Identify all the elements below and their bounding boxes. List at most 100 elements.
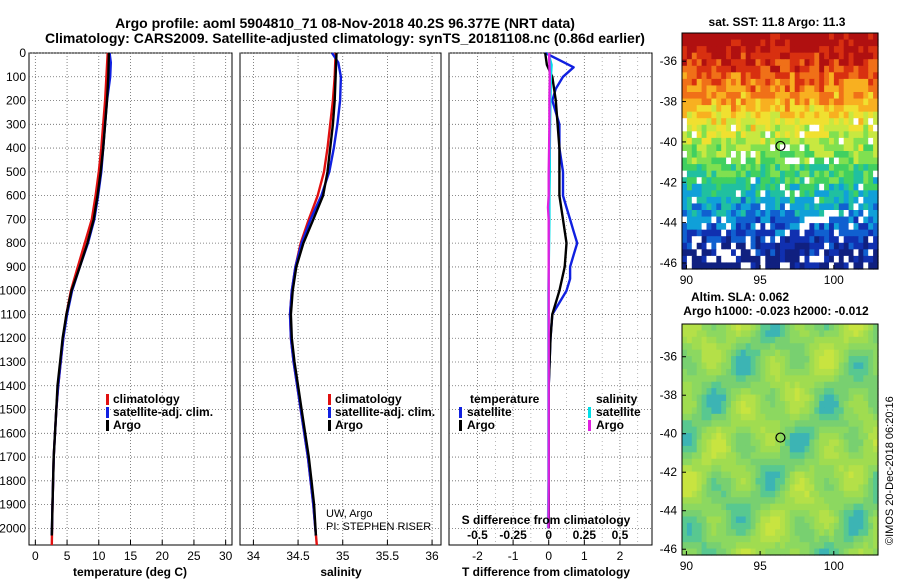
map-cell: [789, 124, 796, 132]
map-cell: [863, 433, 869, 441]
map-cell: [770, 262, 776, 270]
map-cell: [799, 262, 806, 270]
map-cell: [833, 242, 840, 250]
map-cell: [868, 52, 874, 60]
map-cell: [745, 407, 752, 415]
map-cell: [829, 503, 835, 511]
map-cell: [824, 262, 830, 270]
map-cell: [731, 33, 737, 41]
map-cell: [735, 157, 742, 165]
map-cell: [853, 33, 859, 41]
map-cell: [726, 255, 732, 264]
map-cell: [819, 210, 825, 218]
map-cell: [784, 510, 791, 518]
map-cell: [863, 381, 869, 389]
map-cell: [868, 471, 874, 479]
map-cell: [760, 183, 766, 191]
map-cell: [775, 223, 781, 231]
map-cell: [848, 144, 855, 152]
map-cell: [814, 33, 820, 41]
map-cell: [838, 433, 845, 441]
map-cell: [765, 452, 771, 460]
map-cell: [833, 216, 840, 224]
map-cell: [770, 229, 776, 237]
map-cell: [833, 46, 840, 54]
map-cell: [868, 349, 874, 357]
map-cell: [775, 535, 781, 543]
map-cell: [843, 144, 850, 152]
map-cell: [819, 249, 825, 257]
map-cell: [740, 394, 747, 402]
map-cell: [760, 529, 766, 537]
map-cell: [765, 394, 771, 402]
map-cell: [775, 170, 781, 178]
map-cell: [863, 111, 869, 119]
map-cell: [750, 242, 757, 250]
map-cell: [755, 458, 761, 466]
map-cell: [829, 229, 835, 237]
map-cell: [809, 471, 815, 479]
map-cell: [819, 401, 825, 409]
map-cell: [838, 262, 845, 270]
map-cell: [686, 151, 693, 159]
map-cell: [799, 388, 806, 396]
map-cell: [765, 52, 771, 60]
map-cell: [789, 59, 796, 67]
map-cell: [760, 503, 766, 511]
map-cell: [696, 503, 703, 511]
map-cell: [848, 183, 855, 191]
map-cell: [814, 157, 820, 165]
map-cell: [745, 92, 752, 100]
map-cell: [799, 413, 806, 421]
map-cell: [784, 210, 791, 218]
x-tick-label: 25: [187, 549, 201, 563]
map-cell: [824, 236, 830, 244]
map-cell: [819, 458, 825, 466]
map-cell: [721, 255, 727, 264]
map-cell: [780, 210, 786, 218]
map-cell: [770, 164, 776, 172]
map-cell: [853, 529, 859, 537]
legend-swatch-climatology: [106, 394, 109, 405]
map-cell: [696, 92, 703, 100]
map-cell: [784, 522, 791, 530]
map-cell: [873, 85, 879, 93]
map-cell: [770, 516, 776, 524]
map-y-tick-label: -40: [660, 135, 678, 149]
map-cell: [789, 388, 796, 396]
map-cell: [726, 203, 732, 211]
map-cell: [706, 164, 712, 172]
map-cell: [760, 78, 766, 87]
map-cell: [809, 255, 815, 264]
map-cell: [838, 324, 845, 332]
map-cell: [829, 452, 835, 460]
map-cell: [740, 420, 747, 428]
map-cell: [843, 407, 850, 415]
map-cell: [838, 223, 845, 231]
map-cell: [804, 529, 810, 537]
map-cell: [873, 356, 879, 364]
map-cell: [686, 164, 693, 172]
map-cell: [706, 490, 712, 498]
map-cell: [858, 484, 864, 492]
map-cell: [735, 542, 742, 550]
map-cell: [760, 548, 766, 556]
map-cell: [745, 105, 752, 113]
map-cell: [755, 484, 761, 492]
map-cell: [682, 196, 688, 205]
map-cell: [843, 471, 850, 479]
map-cell: [686, 388, 693, 396]
map-cell: [760, 336, 766, 344]
map-cell: [682, 255, 688, 264]
map-cell: [716, 433, 722, 441]
map-cell: [804, 490, 810, 498]
map-cell: [706, 210, 712, 218]
map-cell: [829, 356, 835, 364]
map-cell: [858, 137, 864, 146]
map-cell: [721, 356, 727, 364]
map-cell: [740, 39, 747, 47]
map-cell: [706, 375, 712, 383]
map-cell: [784, 433, 791, 441]
map-cell: [789, 33, 796, 41]
map-cell: [819, 336, 825, 344]
